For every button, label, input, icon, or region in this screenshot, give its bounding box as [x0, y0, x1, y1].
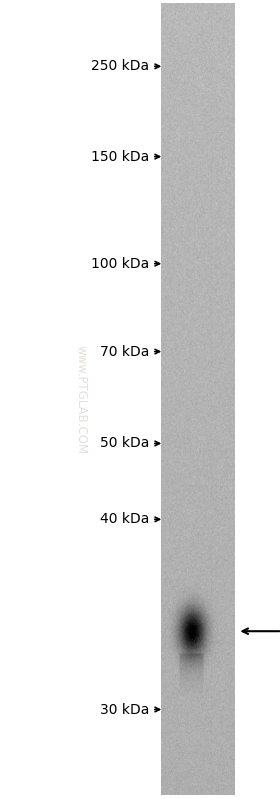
- Text: 40 kDa: 40 kDa: [100, 512, 149, 527]
- Text: 100 kDa: 100 kDa: [91, 256, 149, 271]
- Text: 150 kDa: 150 kDa: [91, 149, 149, 164]
- Text: 70 kDa: 70 kDa: [100, 344, 149, 359]
- Text: www.PTGLAB.COM: www.PTGLAB.COM: [74, 345, 87, 454]
- Text: 250 kDa: 250 kDa: [91, 59, 149, 74]
- Text: 50 kDa: 50 kDa: [100, 436, 149, 451]
- Text: 30 kDa: 30 kDa: [100, 702, 149, 717]
